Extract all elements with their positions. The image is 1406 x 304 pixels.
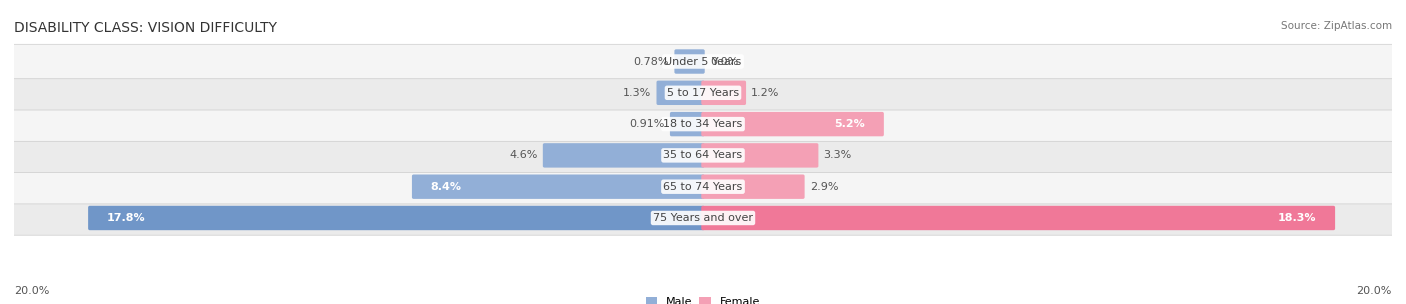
Text: Under 5 Years: Under 5 Years <box>665 57 741 67</box>
Text: 4.6%: 4.6% <box>509 150 537 161</box>
FancyBboxPatch shape <box>702 143 818 168</box>
Text: 20.0%: 20.0% <box>14 286 49 296</box>
FancyBboxPatch shape <box>8 44 1398 79</box>
Text: DISABILITY CLASS: VISION DIFFICULTY: DISABILITY CLASS: VISION DIFFICULTY <box>14 21 277 35</box>
Text: 0.78%: 0.78% <box>634 57 669 67</box>
Text: 1.2%: 1.2% <box>751 88 779 98</box>
Text: 0.91%: 0.91% <box>630 119 665 129</box>
Text: 65 to 74 Years: 65 to 74 Years <box>664 182 742 192</box>
Text: 20.0%: 20.0% <box>1357 286 1392 296</box>
Legend: Male, Female: Male, Female <box>641 292 765 304</box>
Text: 17.8%: 17.8% <box>107 213 146 223</box>
Text: Source: ZipAtlas.com: Source: ZipAtlas.com <box>1281 21 1392 31</box>
Text: 75 Years and over: 75 Years and over <box>652 213 754 223</box>
FancyBboxPatch shape <box>702 81 747 105</box>
FancyBboxPatch shape <box>702 206 1336 230</box>
Text: 3.3%: 3.3% <box>824 150 852 161</box>
Text: 18.3%: 18.3% <box>1278 213 1316 223</box>
FancyBboxPatch shape <box>543 143 704 168</box>
FancyBboxPatch shape <box>412 174 704 199</box>
FancyBboxPatch shape <box>89 206 704 230</box>
FancyBboxPatch shape <box>8 170 1398 204</box>
FancyBboxPatch shape <box>8 138 1398 173</box>
FancyBboxPatch shape <box>702 174 804 199</box>
Text: 1.3%: 1.3% <box>623 88 651 98</box>
Text: 5.2%: 5.2% <box>834 119 865 129</box>
FancyBboxPatch shape <box>702 112 884 136</box>
Text: 2.9%: 2.9% <box>810 182 838 192</box>
FancyBboxPatch shape <box>8 107 1398 141</box>
Text: 8.4%: 8.4% <box>430 182 461 192</box>
FancyBboxPatch shape <box>8 201 1398 235</box>
FancyBboxPatch shape <box>675 49 704 74</box>
Text: 0.0%: 0.0% <box>710 57 738 67</box>
Text: 18 to 34 Years: 18 to 34 Years <box>664 119 742 129</box>
FancyBboxPatch shape <box>8 76 1398 110</box>
Text: 35 to 64 Years: 35 to 64 Years <box>664 150 742 161</box>
FancyBboxPatch shape <box>657 81 704 105</box>
FancyBboxPatch shape <box>669 112 704 136</box>
Text: 5 to 17 Years: 5 to 17 Years <box>666 88 740 98</box>
